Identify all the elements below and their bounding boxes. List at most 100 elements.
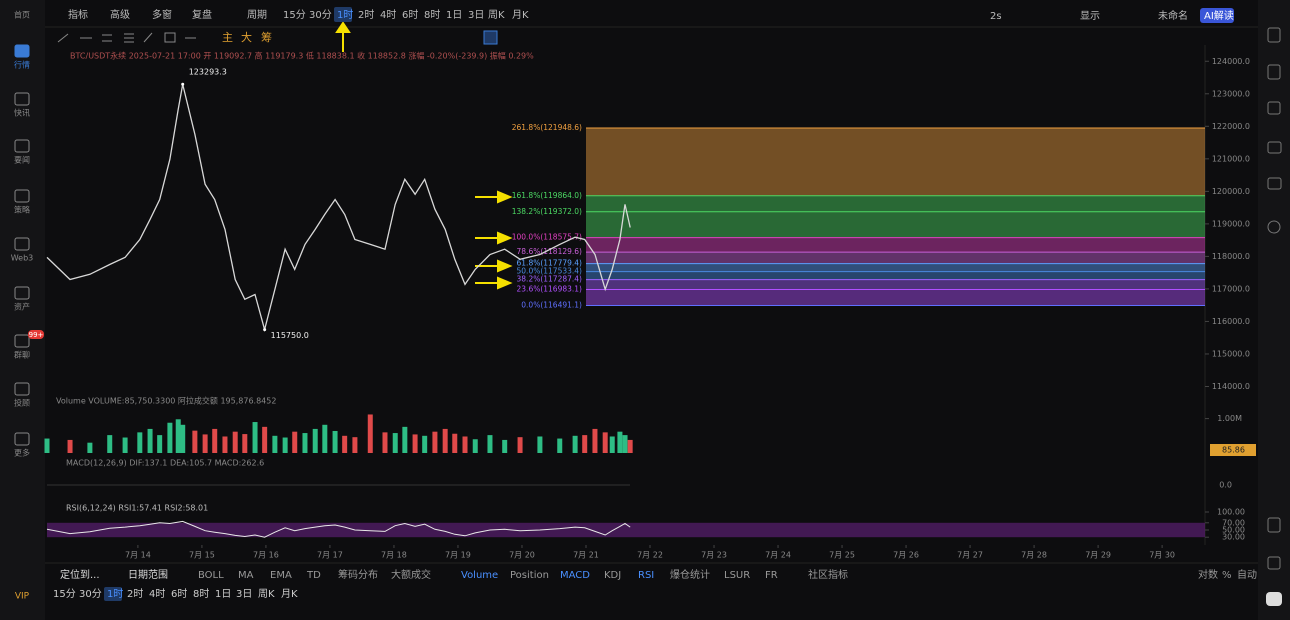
fib-label: 38.2%(117287.4) xyxy=(517,275,583,284)
indicator-tab[interactable]: KDJ xyxy=(604,570,621,581)
sidebar-item[interactable]: Web3 xyxy=(11,254,34,263)
axis-option[interactable]: 自动 xyxy=(1237,568,1257,581)
sidebar-item[interactable]: 资产 xyxy=(14,302,30,312)
volume-bar xyxy=(322,424,328,453)
sidebar-item[interactable]: 要闻 xyxy=(14,156,30,165)
sidebar-item[interactable]: 群聊 xyxy=(14,350,30,360)
toolbar-right[interactable]: 未命名 xyxy=(1158,9,1188,22)
x-tick-label: 7月 23 xyxy=(701,551,727,560)
sidebar-icon xyxy=(14,92,30,106)
y-tick-label: 114000.0 xyxy=(1212,382,1250,391)
toolbar-item[interactable]: 周K xyxy=(488,9,505,21)
sidebar-item[interactable]: 策略 xyxy=(14,205,30,215)
indicator-tab[interactable]: RSI xyxy=(638,570,654,581)
indicator-tab[interactable]: BOLL xyxy=(198,570,224,581)
sidebar-item[interactable]: 首页 xyxy=(14,10,30,20)
vip[interactable]: VIP xyxy=(15,592,30,602)
period[interactable]: 2时 xyxy=(127,588,143,600)
toolbar-item[interactable]: 15分 xyxy=(283,9,306,21)
drawing-tool[interactable]: 主 xyxy=(222,31,233,44)
sidebar-icon xyxy=(14,139,30,153)
toolbar-right[interactable]: 2s xyxy=(990,11,1002,22)
fib-label: 0.0%(116491.1) xyxy=(521,300,582,309)
fib-label: 23.6%(116983.1) xyxy=(517,284,583,293)
indicator-tab[interactable]: 社区指标 xyxy=(808,568,848,581)
sidebar-item[interactable]: 行情 xyxy=(14,60,30,70)
volume-bar xyxy=(242,434,248,453)
fib-band xyxy=(585,271,1205,280)
fib-band xyxy=(585,127,1205,196)
indicator-tab[interactable]: EMA xyxy=(270,570,292,581)
period[interactable]: 15分 xyxy=(53,588,76,600)
period[interactable]: 8时 xyxy=(193,588,209,600)
y-tick-label: 120000.0 xyxy=(1212,187,1250,196)
period[interactable]: 6时 xyxy=(171,588,187,600)
toolbar-item[interactable]: 月K xyxy=(512,9,529,21)
volume-bar xyxy=(422,435,428,453)
period[interactable]: 1日 xyxy=(215,589,231,600)
axis-option[interactable]: % xyxy=(1222,570,1232,581)
volume-bar xyxy=(342,435,348,453)
toolbar-item[interactable]: 3日 xyxy=(468,10,484,21)
indicator-tab[interactable]: MACD xyxy=(560,570,590,581)
sidebar-icon xyxy=(14,382,30,396)
volume-bar xyxy=(192,430,198,453)
toolbar-right[interactable]: 显示 xyxy=(1080,10,1100,22)
period[interactable]: 周K xyxy=(258,588,275,600)
period[interactable]: 30分 xyxy=(79,588,102,600)
toolbar-item[interactable]: 2时 xyxy=(358,9,374,21)
period[interactable]: 4时 xyxy=(149,588,165,600)
drawing-tool[interactable]: 大 xyxy=(241,30,252,44)
indicator-tab[interactable]: FR xyxy=(765,570,778,581)
indicator-tab[interactable]: LSUR xyxy=(724,570,750,581)
indicator-tab[interactable]: 爆仓统计 xyxy=(670,568,710,581)
sidebar-item[interactable]: 快讯 xyxy=(14,108,30,118)
toolbar-item[interactable]: 4时 xyxy=(380,9,396,21)
indicator-tab[interactable]: 筹码分布 xyxy=(338,568,378,581)
toolbar-item[interactable]: 指标 xyxy=(68,8,88,21)
volume-bar xyxy=(67,439,73,453)
volume-bar xyxy=(402,426,408,453)
indicator-tab[interactable]: Volume xyxy=(461,570,498,581)
period[interactable]: 3日 xyxy=(236,589,252,600)
indicator-tab[interactable]: TD xyxy=(306,570,321,581)
volume-bar xyxy=(252,422,258,453)
sidebar-item[interactable]: 更多 xyxy=(14,448,30,458)
fib-band xyxy=(585,252,1205,264)
fib-band xyxy=(585,289,1205,306)
toolbar-item[interactable]: 多窗 xyxy=(152,8,172,21)
volume-bar xyxy=(312,428,318,453)
volume-bar xyxy=(232,431,238,453)
bottom-control[interactable]: 定位到... xyxy=(60,568,100,581)
extreme-label: 115750.0 xyxy=(271,331,309,340)
bottom-control[interactable]: 日期范围 xyxy=(128,568,168,581)
axis-option[interactable]: 对数 xyxy=(1198,568,1218,581)
volume-bar xyxy=(537,436,543,453)
indicator-tab[interactable]: Position xyxy=(510,570,549,581)
toolbar-item[interactable]: 30分 xyxy=(309,9,332,21)
fib-band xyxy=(585,211,1205,238)
period[interactable]: 月K xyxy=(281,588,298,600)
period[interactable]: 1时 xyxy=(107,588,123,600)
toolbar-right[interactable]: AI解读 xyxy=(1204,9,1234,22)
volume-bar xyxy=(442,428,448,453)
y-tick-label: 1.00M xyxy=(1217,414,1242,423)
indicator-tab[interactable]: MA xyxy=(238,570,254,581)
y-tick-label: 116000.0 xyxy=(1212,317,1250,326)
toolbar-item[interactable]: 周期 xyxy=(247,9,267,21)
toolbar-item[interactable]: 6时 xyxy=(402,9,418,21)
drawing-tool[interactable]: 筹 xyxy=(261,30,272,44)
toolbar-item[interactable]: 8时 xyxy=(424,9,440,21)
toolbar-item[interactable]: 1日 xyxy=(446,10,462,21)
sidebar-icon xyxy=(14,286,30,300)
sidebar-item[interactable]: 投顾 xyxy=(14,398,30,408)
drawing-tool-icons xyxy=(57,30,498,45)
toolbar-item[interactable]: 1时 xyxy=(337,9,353,21)
right-sidebar xyxy=(1258,0,1290,620)
indicator-tab[interactable]: 大额成交 xyxy=(391,568,431,581)
active-period xyxy=(104,587,122,601)
toolbar-item[interactable]: 复盘 xyxy=(192,8,212,21)
y-tick-label: 121000.0 xyxy=(1212,154,1250,163)
toolbar-item[interactable]: 高级 xyxy=(110,8,130,21)
